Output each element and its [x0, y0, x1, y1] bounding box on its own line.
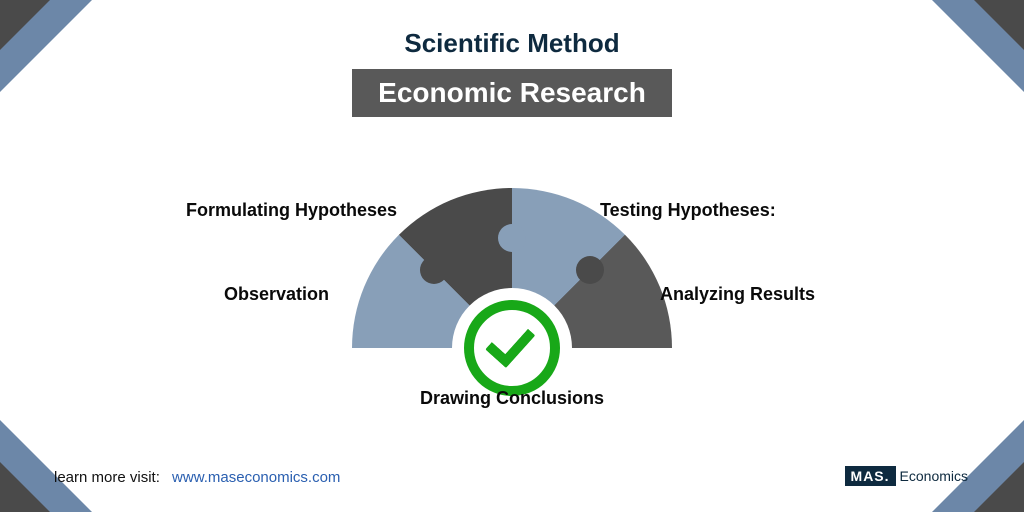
checkmark-icon: [485, 317, 535, 368]
label-observation: Observation: [224, 284, 329, 305]
footer-link[interactable]: www.maseconomics.com: [172, 469, 340, 486]
footer: learn more visit: www.maseconomics.com: [54, 469, 340, 486]
footer-prompt: learn more visit:: [54, 469, 160, 486]
brand-suffix: Economics: [900, 468, 968, 484]
subtitle: Economic Research: [352, 69, 672, 117]
corner-br-inner: [960, 462, 1024, 512]
label-formulating: Formulating Hypotheses: [186, 200, 397, 221]
title: Scientific Method: [0, 28, 1024, 59]
puzzle-knob-3: [576, 256, 604, 284]
label-conclusions: Drawing Conclusions: [420, 388, 604, 409]
header: Scientific Method Economic Research: [0, 28, 1024, 117]
checkmark-ring: [464, 300, 560, 396]
brand-logo: MAS. Economics: [845, 466, 968, 486]
puzzle-knob-2: [498, 224, 526, 252]
infographic-canvas: Scientific Method Economic Research Obse…: [0, 0, 1024, 512]
label-testing: Testing Hypotheses:: [600, 200, 776, 221]
brand-box: MAS.: [845, 466, 896, 486]
label-analyzing: Analyzing Results: [660, 284, 815, 305]
